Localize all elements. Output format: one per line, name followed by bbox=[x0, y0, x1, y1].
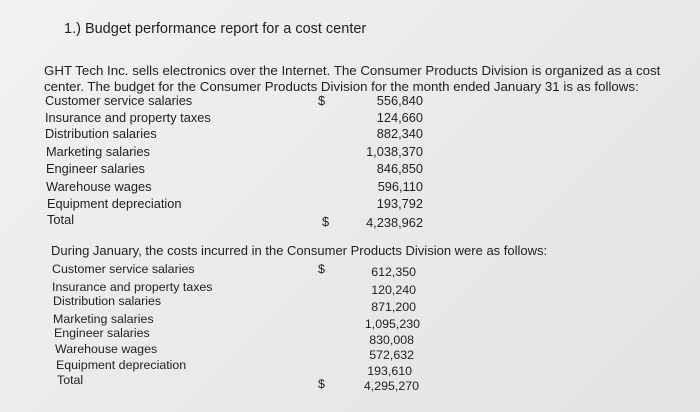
row-value: 556,840 bbox=[376, 93, 423, 108]
row-label: Insurance and property taxes bbox=[52, 280, 213, 294]
table-row: Customer service salaries $ 556,840 bbox=[0, 93, 700, 110]
dollar-sign: $ bbox=[318, 262, 325, 276]
table-row: Distribution salaries 871,200 bbox=[0, 294, 700, 314]
table-row: Warehouse wages 572,632 bbox=[0, 342, 700, 362]
row-label: Warehouse wages bbox=[46, 179, 152, 194]
dollar-sign: $ bbox=[318, 93, 326, 108]
row-label: Customer service salaries bbox=[52, 262, 195, 276]
row-value: 1,095,230 bbox=[364, 317, 420, 331]
row-value: 830,008 bbox=[369, 333, 414, 347]
table-row: Equipment depreciation 193,610 bbox=[0, 358, 700, 378]
dollar-sign: $ bbox=[322, 214, 330, 229]
row-value: 4,238,962 bbox=[366, 215, 423, 230]
row-label: Warehouse wages bbox=[55, 342, 158, 356]
table-row: Total $ 4,238,962 bbox=[0, 212, 700, 230]
row-value: 596,110 bbox=[377, 179, 423, 194]
row-value: 1,038,370 bbox=[366, 144, 423, 159]
dollar-sign: $ bbox=[318, 377, 325, 391]
row-value: 882,340 bbox=[376, 126, 423, 141]
table-row: Insurance and property taxes 120,240 bbox=[0, 280, 700, 297]
row-value: 124,660 bbox=[376, 110, 423, 125]
row-label: Equipment depreciation bbox=[56, 358, 187, 372]
row-value: 572,632 bbox=[369, 348, 414, 362]
row-value: 193,610 bbox=[367, 364, 412, 378]
row-label: Total bbox=[47, 212, 75, 227]
table-row: Insurance and property taxes 124,660 bbox=[0, 110, 700, 127]
row-label: Distribution salaries bbox=[45, 126, 157, 141]
table-row: Warehouse wages 596,110 bbox=[0, 179, 700, 196]
intro-line-2: center. The budget for the Consumer Prod… bbox=[44, 79, 639, 94]
row-label: Insurance and property taxes bbox=[45, 110, 211, 125]
table-row: Equipment depreciation 193,792 bbox=[0, 196, 700, 213]
row-value: 120,240 bbox=[371, 283, 416, 297]
row-label: Distribution salaries bbox=[53, 294, 162, 308]
row-value: 612,350 bbox=[371, 265, 416, 279]
row-value: 193,792 bbox=[376, 196, 423, 211]
table-row: Engineer salaries 830,008 bbox=[0, 326, 700, 347]
table-row: Total $ 4,295,270 bbox=[0, 373, 700, 393]
table-row: Engineer salaries 846,850 bbox=[0, 161, 700, 178]
row-label: Customer service salaries bbox=[45, 93, 193, 108]
intro-line-1: GHT Tech Inc. sells electronics over the… bbox=[44, 63, 661, 78]
problem-heading: 1.) Budget performance report for a cost… bbox=[64, 21, 367, 37]
row-label: Engineer salaries bbox=[46, 161, 145, 176]
table-row: Distribution salaries 882,340 bbox=[0, 126, 700, 143]
row-value: 846,850 bbox=[376, 161, 423, 176]
row-label: Marketing salaries bbox=[53, 312, 154, 326]
table-row: Marketing salaries 1,038,370 bbox=[0, 144, 700, 161]
row-label: Marketing salaries bbox=[46, 144, 150, 159]
row-value: 4,295,270 bbox=[363, 379, 419, 393]
row-label: Engineer salaries bbox=[54, 326, 150, 340]
row-value: 871,200 bbox=[371, 300, 416, 314]
actual-intro: During January, the costs incurred in th… bbox=[51, 243, 548, 258]
table-row: Customer service salaries $ 612,350 bbox=[0, 262, 700, 279]
row-label: Equipment depreciation bbox=[47, 196, 182, 211]
table-row: Marketing salaries 1,095,230 bbox=[0, 312, 700, 331]
row-label: Total bbox=[57, 373, 84, 387]
